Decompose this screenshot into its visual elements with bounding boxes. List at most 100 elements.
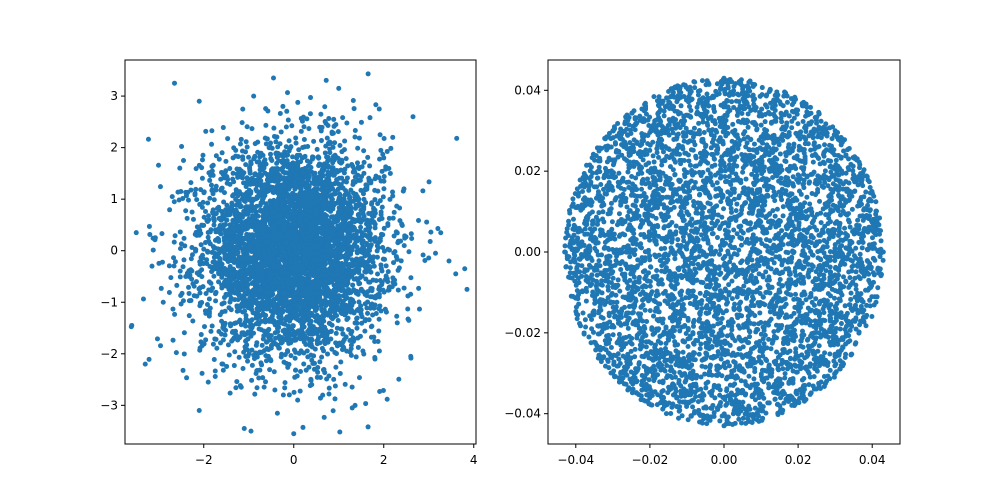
left-scatter-point [262,183,268,189]
left-scatter-point [219,361,225,367]
left-scatter-point [318,138,324,144]
left-scatter-point [255,302,261,308]
left-scatter-point [282,385,288,391]
left-scatter-point [209,323,215,329]
left-scatter-point [355,335,361,341]
left-scatter-point [255,172,261,178]
left-scatter-point [235,246,241,252]
left-scatter-point [356,200,362,206]
left-scatter-point [177,229,183,235]
left-scatter-point [426,255,432,261]
left-scatter-point [235,240,241,246]
left-scatter-point [311,353,317,359]
left-scatter-point [340,299,346,305]
left-scatter-point [391,209,397,215]
left-scatter-point [201,246,207,252]
left-scatter-point [464,286,470,292]
left-scatter-point [263,239,269,245]
left-scatter-point [291,235,296,241]
left-scatter-point [330,408,336,414]
left-scatter-point [300,424,306,430]
left-scatter-point [332,290,338,296]
left-scatter-point [330,298,336,304]
left-scatter-point [291,431,297,437]
left-scatter-point [339,149,345,155]
left-scatter-point [156,162,162,168]
left-scatter-point [268,201,274,207]
left-scatter-point [344,295,350,301]
left-scatter-point [346,213,352,219]
left-scatter-point [296,350,302,356]
left-scatter-point [233,147,239,153]
left-scatter-point [349,257,355,263]
left-scatter-point [300,291,306,297]
left-scatter-point [243,149,249,155]
left-scatter-point [231,363,237,369]
left-scatter-point [224,202,230,208]
left-scatter-point [146,223,152,229]
left-scatter-point [358,286,364,292]
left-scatter-point [269,171,275,177]
left-scatter-point [386,215,392,221]
left-scatter-point [278,310,284,316]
left-scatter-point [325,123,331,129]
left-scatter-point [292,355,298,361]
left-scatter-point [252,141,258,147]
left-scatter-point [219,150,225,156]
left-scatter-point [408,355,414,361]
left-scatter-point [268,140,274,146]
left-scatter-point [207,195,213,201]
left-scatter-point [210,209,216,215]
left-scatter-point [317,340,323,346]
left-scatter-point [346,275,352,281]
left-scatter-point [286,300,292,306]
left-scatter-point [233,280,239,286]
left-scatter-point [201,214,207,220]
left-scatter-point [199,274,205,280]
left-scatter-point [348,290,354,295]
left-scatter-point [391,260,397,266]
left-scatter-point [359,232,365,238]
left-scatter-point [319,354,325,360]
left-scatter-point [327,260,333,266]
left-scatter-point [216,279,222,285]
left-scatter-point [345,233,351,239]
left-scatter-point [332,350,338,356]
left-scatter-point [284,178,289,184]
left-scatter-point [357,177,363,183]
left-scatter-point [278,278,284,284]
left-scatter-point [251,239,257,245]
left-scatter-point [277,319,283,325]
left-scatter-point [322,104,328,110]
left-scatter-point [194,270,200,276]
left-scatter-point [254,385,260,391]
left-scatter-point [285,348,291,354]
left-scatter-point [383,164,389,170]
left-scatter-point [225,136,231,142]
left-scatter-point [271,125,277,131]
left-scatter-point [405,306,411,312]
left-scatter-point [297,272,303,278]
left-scatter-point [254,340,260,346]
left-scatter-point [378,147,384,153]
left-scatter-point [265,188,271,194]
left-scatter-point [376,286,382,292]
left-scatter-point [381,174,387,180]
left-scatter-point [231,255,237,261]
left-scatter-point [326,373,332,379]
left-scatter-point [284,158,290,164]
left-scatter-point [247,170,253,176]
left-scatter-point [246,224,252,230]
left-scatter-point [366,268,372,274]
left-scatter-point [259,294,265,300]
left-scatter-point [301,137,307,143]
left-scatter-point [327,146,333,152]
left-scatter-point [355,145,361,151]
left-scatter-point [171,239,177,245]
left-scatter-point [221,300,227,306]
left-scatter-point [274,294,280,300]
left-scatter-point [249,219,255,225]
left-scatter-point [351,243,357,249]
left-scatter-point [233,320,239,326]
left-scatter-point [239,228,245,234]
